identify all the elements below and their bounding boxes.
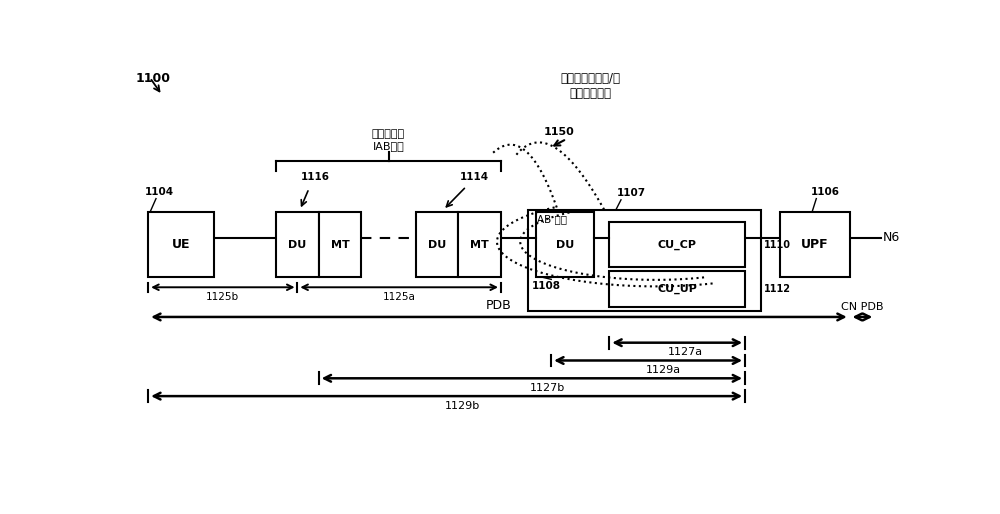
Text: 第一延迟界限和/或
第二延迟界限: 第一延迟界限和/或 第二延迟界限 <box>560 71 620 100</box>
Text: 1125a: 1125a <box>383 292 416 302</box>
Text: 1125b: 1125b <box>206 292 239 302</box>
FancyBboxPatch shape <box>536 212 594 278</box>
Text: PDB: PDB <box>486 299 512 312</box>
Text: DU: DU <box>428 240 446 250</box>
Text: 1104: 1104 <box>144 187 174 197</box>
Text: 1100: 1100 <box>135 71 170 85</box>
Text: MT: MT <box>331 240 349 250</box>
Text: UPF: UPF <box>801 238 829 251</box>
Text: 1116: 1116 <box>301 172 330 182</box>
Text: CU_CP: CU_CP <box>658 240 697 250</box>
Text: DU: DU <box>288 240 307 250</box>
FancyBboxPatch shape <box>780 212 850 278</box>
FancyBboxPatch shape <box>276 212 319 278</box>
FancyBboxPatch shape <box>458 212 501 278</box>
Text: CN PDB: CN PDB <box>841 302 884 312</box>
Text: 1129b: 1129b <box>445 401 480 411</box>
Text: IAB 施主: IAB 施主 <box>534 214 567 224</box>
Text: MT: MT <box>470 240 489 250</box>
Text: 1127b: 1127b <box>530 383 565 393</box>
Text: 1150: 1150 <box>544 127 574 137</box>
Text: 1108: 1108 <box>532 281 561 291</box>
Text: DU: DU <box>556 240 574 250</box>
Text: 1110: 1110 <box>764 240 791 250</box>
Text: UE: UE <box>172 238 190 251</box>
Text: 1107: 1107 <box>616 188 645 198</box>
Text: 1127a: 1127a <box>667 347 702 357</box>
Text: 1112: 1112 <box>764 284 791 294</box>
FancyBboxPatch shape <box>416 212 458 278</box>
FancyBboxPatch shape <box>528 210 761 311</box>
Text: 一个或多个
IAB节点: 一个或多个 IAB节点 <box>372 129 405 151</box>
FancyBboxPatch shape <box>148 212 214 278</box>
Text: 1114: 1114 <box>460 172 489 182</box>
FancyBboxPatch shape <box>319 212 361 278</box>
FancyBboxPatch shape <box>609 222 745 267</box>
FancyBboxPatch shape <box>609 271 745 307</box>
Text: 1129a: 1129a <box>646 365 681 375</box>
Text: CU_UP: CU_UP <box>657 284 697 295</box>
Text: 1106: 1106 <box>811 187 840 197</box>
Text: N6: N6 <box>883 231 900 244</box>
